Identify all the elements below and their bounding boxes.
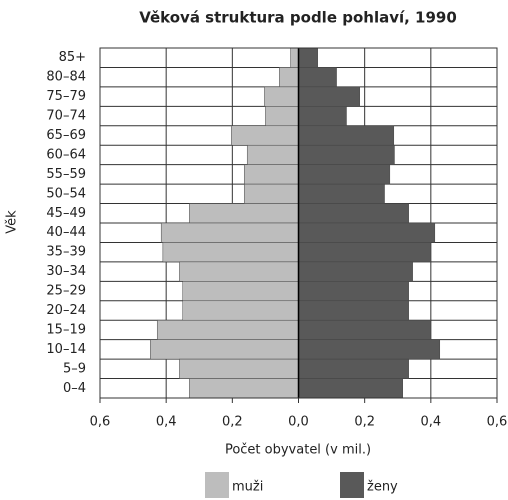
bar xyxy=(265,106,299,127)
bar xyxy=(298,203,409,224)
bar xyxy=(243,183,299,204)
bar xyxy=(298,339,441,360)
bar xyxy=(182,281,299,302)
bar xyxy=(298,358,409,379)
bar xyxy=(231,125,299,146)
bar xyxy=(179,261,299,282)
bar xyxy=(150,339,299,360)
bar xyxy=(156,319,299,340)
bar xyxy=(160,222,299,243)
legend-swatch xyxy=(340,472,364,498)
x-tick-label: 0,0 xyxy=(288,415,309,430)
bar xyxy=(298,378,403,399)
bar xyxy=(298,242,432,263)
y-tick-label: 25–29 xyxy=(46,284,86,299)
y-tick-label: 40–44 xyxy=(46,225,86,240)
legend-label: muži xyxy=(232,480,263,495)
bar xyxy=(298,125,395,146)
bar xyxy=(298,164,391,185)
bar xyxy=(298,67,337,88)
bar xyxy=(246,144,299,165)
bar xyxy=(298,222,436,243)
bar xyxy=(179,358,299,379)
chart-title: Věková struktura podle pohlaví, 1990 xyxy=(139,9,457,27)
bar xyxy=(182,300,299,321)
y-tick-label: 50–54 xyxy=(46,186,86,201)
y-tick-label: 70–74 xyxy=(46,109,86,124)
x-tick-label: 0,2 xyxy=(354,415,375,430)
x-tick-label: 0,6 xyxy=(90,415,111,430)
bar xyxy=(264,86,299,107)
x-tick-label: 0,2 xyxy=(222,415,243,430)
y-tick-label: 85+ xyxy=(59,50,86,65)
bar xyxy=(189,378,299,399)
bar xyxy=(298,319,432,340)
y-tick-label: 75–79 xyxy=(46,89,86,104)
y-tick-label: 65–69 xyxy=(46,128,86,143)
y-tick-label: 15–19 xyxy=(46,322,86,337)
y-tick-label: 20–24 xyxy=(46,303,86,318)
y-tick-label: 30–34 xyxy=(46,264,86,279)
bar xyxy=(298,106,347,127)
y-tick-label: 80–84 xyxy=(46,70,86,85)
x-tick-label: 0,4 xyxy=(420,415,441,430)
bar xyxy=(290,47,299,68)
bar xyxy=(279,67,299,88)
y-axis-label: Věk xyxy=(5,210,20,234)
bar xyxy=(162,242,299,263)
plot-frame xyxy=(99,47,498,399)
y-tick-label: 35–39 xyxy=(46,245,86,260)
y-tick-label: 0–4 xyxy=(63,381,86,396)
x-axis-label: Počet obyvatel (v mil.) xyxy=(225,443,371,458)
y-tick-label: 55–59 xyxy=(46,167,86,182)
bar xyxy=(298,281,409,302)
x-tick-label: 0,6 xyxy=(487,415,508,430)
bar xyxy=(298,144,395,165)
bar xyxy=(298,183,385,204)
bar xyxy=(298,300,409,321)
bar xyxy=(298,261,413,282)
y-tick-label: 5–9 xyxy=(63,361,86,376)
bar xyxy=(189,203,299,224)
bar xyxy=(298,47,318,68)
x-tick-label: 0,4 xyxy=(156,415,177,430)
y-tick-label: 60–64 xyxy=(46,147,86,162)
y-tick-label: 45–49 xyxy=(46,206,86,221)
bar xyxy=(298,86,360,107)
bar xyxy=(243,164,299,185)
legend-swatch xyxy=(205,472,229,498)
legend-label: ženy xyxy=(367,480,398,495)
y-tick-label: 10–14 xyxy=(46,342,86,357)
